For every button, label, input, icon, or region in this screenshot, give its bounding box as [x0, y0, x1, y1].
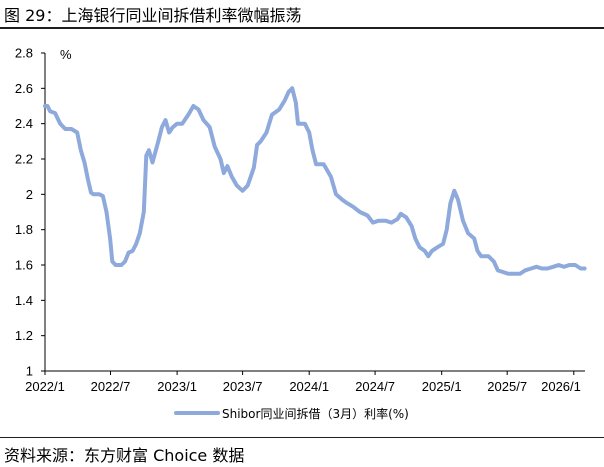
- y-tick-label: 2.4: [15, 116, 33, 131]
- x-tick-label: 2023/7: [223, 379, 263, 394]
- x-tick-label: 2025/1: [422, 379, 462, 394]
- x-tick-label: 2024/1: [289, 379, 329, 394]
- x-tick-label: 2024/7: [355, 379, 395, 394]
- y-unit-label: %: [60, 47, 72, 62]
- bottom-rule: [0, 437, 604, 438]
- y-tick-label: 2.6: [15, 81, 33, 96]
- x-tick-label: 2023/1: [157, 379, 197, 394]
- series-line-shibor-3m: [43, 86, 587, 276]
- source-note: 资料来源：东方财富 Choice 数据: [4, 446, 245, 465]
- y-tick-label: 1: [26, 364, 33, 379]
- x-tick-label: 2022/1: [25, 379, 65, 394]
- y-tick-label: 1.2: [15, 328, 33, 343]
- y-tick-label: 2.2: [15, 152, 33, 167]
- y-axis-ticks: 1 1.2 1.4 1.6 1.8 2 2.2 2.4 2.6 2.8: [15, 46, 45, 379]
- x-tick-label: 2025/7: [487, 379, 527, 394]
- x-tick-label: 2022/7: [91, 379, 131, 394]
- legend: Shibor同业间拆借（3月）利率(%): [174, 406, 409, 421]
- y-tick-label: 2: [26, 187, 33, 202]
- y-tick-label: 1.8: [15, 222, 33, 237]
- legend-label: Shibor同业间拆借（3月）利率(%): [222, 406, 409, 421]
- y-tick-label: 1.6: [15, 258, 33, 273]
- x-axis-ticks: 2022/1 2022/7 2023/1 2023/7 2024/1 2024/7 2025…: [25, 371, 581, 394]
- top-rule: [0, 27, 604, 29]
- y-tick-label: 1.4: [15, 293, 33, 308]
- y-tick-label: 2.8: [15, 46, 33, 61]
- x-tick-label: 2026/1: [541, 379, 581, 394]
- chart-title: 图 29：上海银行同业间拆借利率微幅振荡: [4, 6, 302, 25]
